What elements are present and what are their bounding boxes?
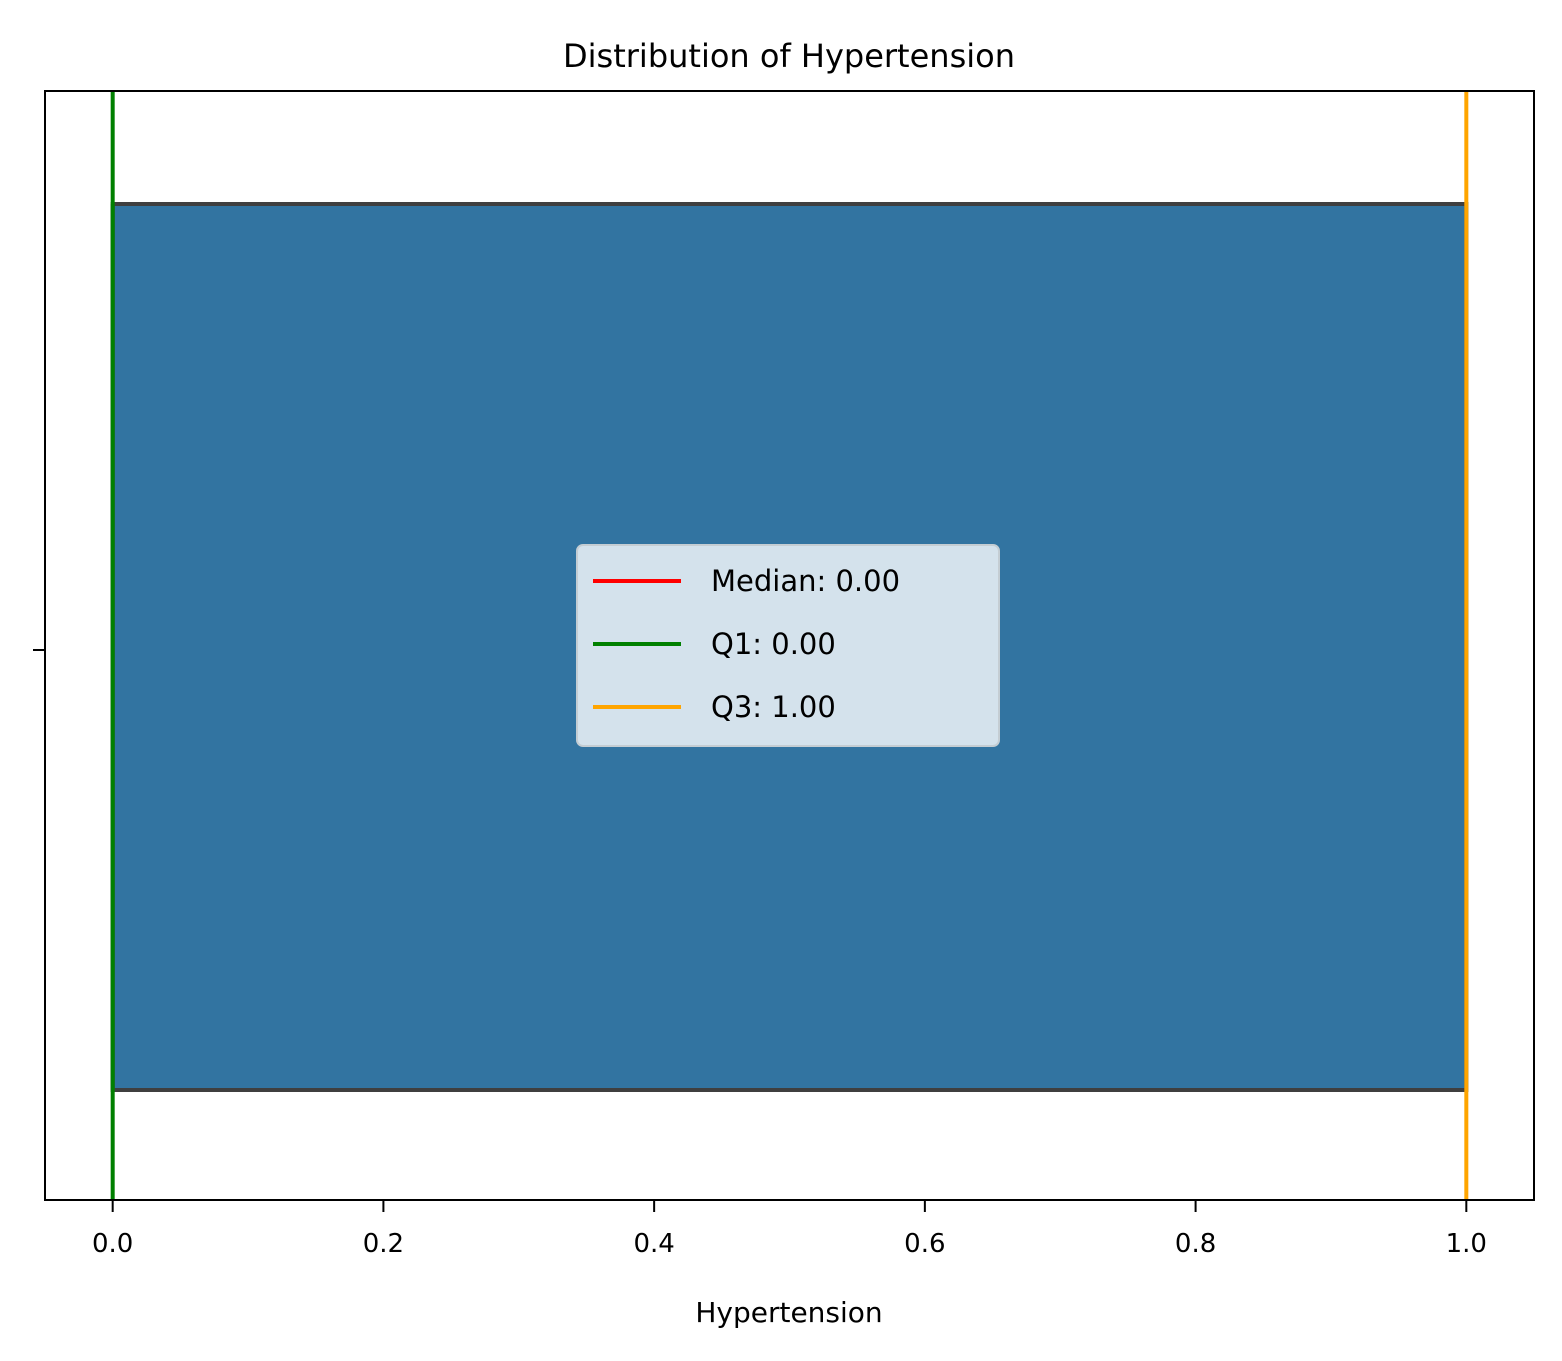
x-axis-label: Hypertension: [695, 1296, 882, 1329]
axes-frame: [44, 90, 1535, 1201]
legend-label-q1: Q1: 0.00: [711, 627, 836, 661]
chart-title: Distribution of Hypertension: [563, 37, 1015, 75]
x-tick-label: 0.4: [633, 1229, 674, 1259]
legend-items: Median: 0.00 Q1: 0.00 Q3: 1.00: [593, 564, 900, 724]
x-tick-label: 1.0: [1446, 1229, 1487, 1259]
x-tick-label: 0.2: [363, 1229, 404, 1259]
legend-label-median: Median: 0.00: [711, 564, 900, 598]
x-axis-ticks: 0.0 0.2 0.4 0.6 0.8 1.0: [92, 1200, 1487, 1259]
legend: Median: 0.00 Q1: 0.00 Q3: 1.00: [576, 544, 1000, 747]
legend-label-q3: Q3: 1.00: [711, 690, 836, 724]
legend-frame: [576, 544, 1000, 747]
x-tick-label: 0.6: [904, 1229, 945, 1259]
x-tick-label: 0.8: [1175, 1229, 1216, 1259]
x-tick-label: 0.0: [92, 1229, 133, 1259]
